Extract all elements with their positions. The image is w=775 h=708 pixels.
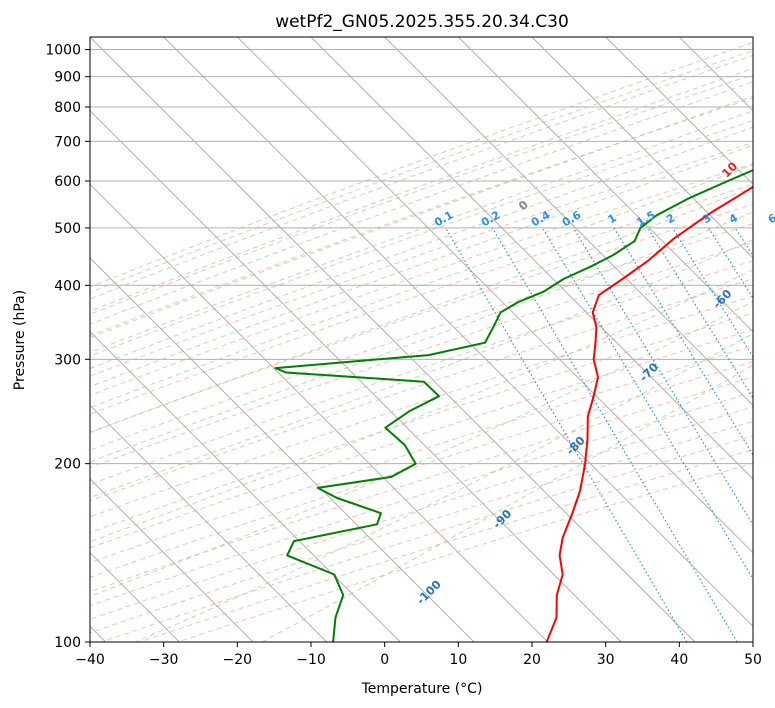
isotherm-line — [90, 404, 328, 642]
y-tick-label: 800 — [54, 100, 81, 116]
mixing-ratio-line — [541, 227, 753, 581]
y-tick-label: 300 — [54, 352, 81, 368]
y-tick-label: 900 — [54, 70, 81, 86]
dry-adiabat-line — [90, 241, 753, 469]
dry-adiabat-line — [90, 183, 753, 415]
plot-frame — [89, 36, 754, 643]
isotherm-line — [90, 183, 549, 642]
moist-adiabat-line — [90, 211, 753, 463]
moist-adiabat-line — [90, 67, 753, 312]
moist-adiabat-line — [90, 95, 753, 339]
temperature-profile-line — [545, 185, 753, 642]
x-tick-label: −40 — [75, 652, 105, 668]
dry-adiabat-line — [90, 376, 753, 593]
mixing-ratio-label: 6 — [766, 211, 775, 226]
x-tick-label: 20 — [523, 652, 541, 668]
x-axis-label: Temperature (°C) — [361, 681, 483, 697]
x-tick-label: 10 — [449, 652, 467, 668]
y-tick-label: 200 — [54, 457, 81, 473]
isotherm-line — [457, 37, 753, 333]
isotherm-line — [163, 37, 753, 628]
x-tick-label: −30 — [149, 652, 179, 668]
y-tick-label: 500 — [54, 221, 81, 237]
isotherm-line — [90, 37, 696, 642]
y-tick-label: 1000 — [45, 43, 81, 59]
mixing-ratio-line — [613, 227, 753, 456]
plot-background — [90, 37, 753, 642]
isotherm-line — [236, 37, 753, 554]
y-tick-label: 600 — [54, 174, 81, 190]
isotherm-line — [90, 478, 254, 642]
isotherm-line — [605, 37, 753, 186]
dry-adiabat-line — [90, 345, 753, 564]
dewpoint-profile-line — [274, 169, 753, 642]
dry-adiabat-line — [90, 329, 753, 549]
moist-adiabat-line — [90, 186, 753, 433]
moist-adiabat-line — [261, 364, 753, 642]
x-tick-label: 0 — [380, 652, 389, 668]
x-tick-label: 30 — [597, 652, 615, 668]
y-tick-label: 700 — [54, 134, 81, 150]
y-tick-label: 100 — [54, 635, 81, 651]
dry-adiabat-line — [90, 142, 753, 377]
moist-adiabat-line — [90, 126, 753, 370]
dry-adiabat-line — [90, 50, 753, 293]
x-tick-label: 50 — [744, 652, 762, 668]
x-tick-label: −10 — [296, 652, 326, 668]
chart-title: wetPf2_GN05.2025.355.20.34.C30 — [275, 12, 569, 32]
isotherm-line — [90, 257, 475, 642]
moist-adiabat-line — [90, 54, 753, 300]
x-tick-label: −20 — [223, 652, 253, 668]
isotherm-line — [90, 330, 401, 642]
x-tick-label: 40 — [670, 652, 688, 668]
dry-adiabat-line — [90, 163, 753, 396]
moist-adiabat-line — [90, 269, 753, 543]
isotherm-line — [90, 109, 622, 642]
dry-adiabat-line — [90, 391, 753, 607]
dry-adiabat-line — [90, 260, 753, 485]
isotherm-line — [384, 37, 753, 407]
mixing-ratio-line — [708, 227, 753, 300]
y-axis-label: Pressure (hPa) — [12, 290, 28, 390]
axes: −40 −30 −20 −10 0 10 20 30 40 50 100 200 300 400 500 60… — [45, 43, 762, 668]
moist-adiabat-line — [90, 41, 753, 288]
dry-adiabat-line — [90, 97, 753, 337]
moist-adiabat-line — [90, 300, 753, 597]
series-layer — [274, 169, 753, 642]
y-tick-label: 400 — [54, 278, 81, 294]
dry-adiabat-line — [90, 74, 753, 315]
isotherm-line — [752, 37, 753, 38]
